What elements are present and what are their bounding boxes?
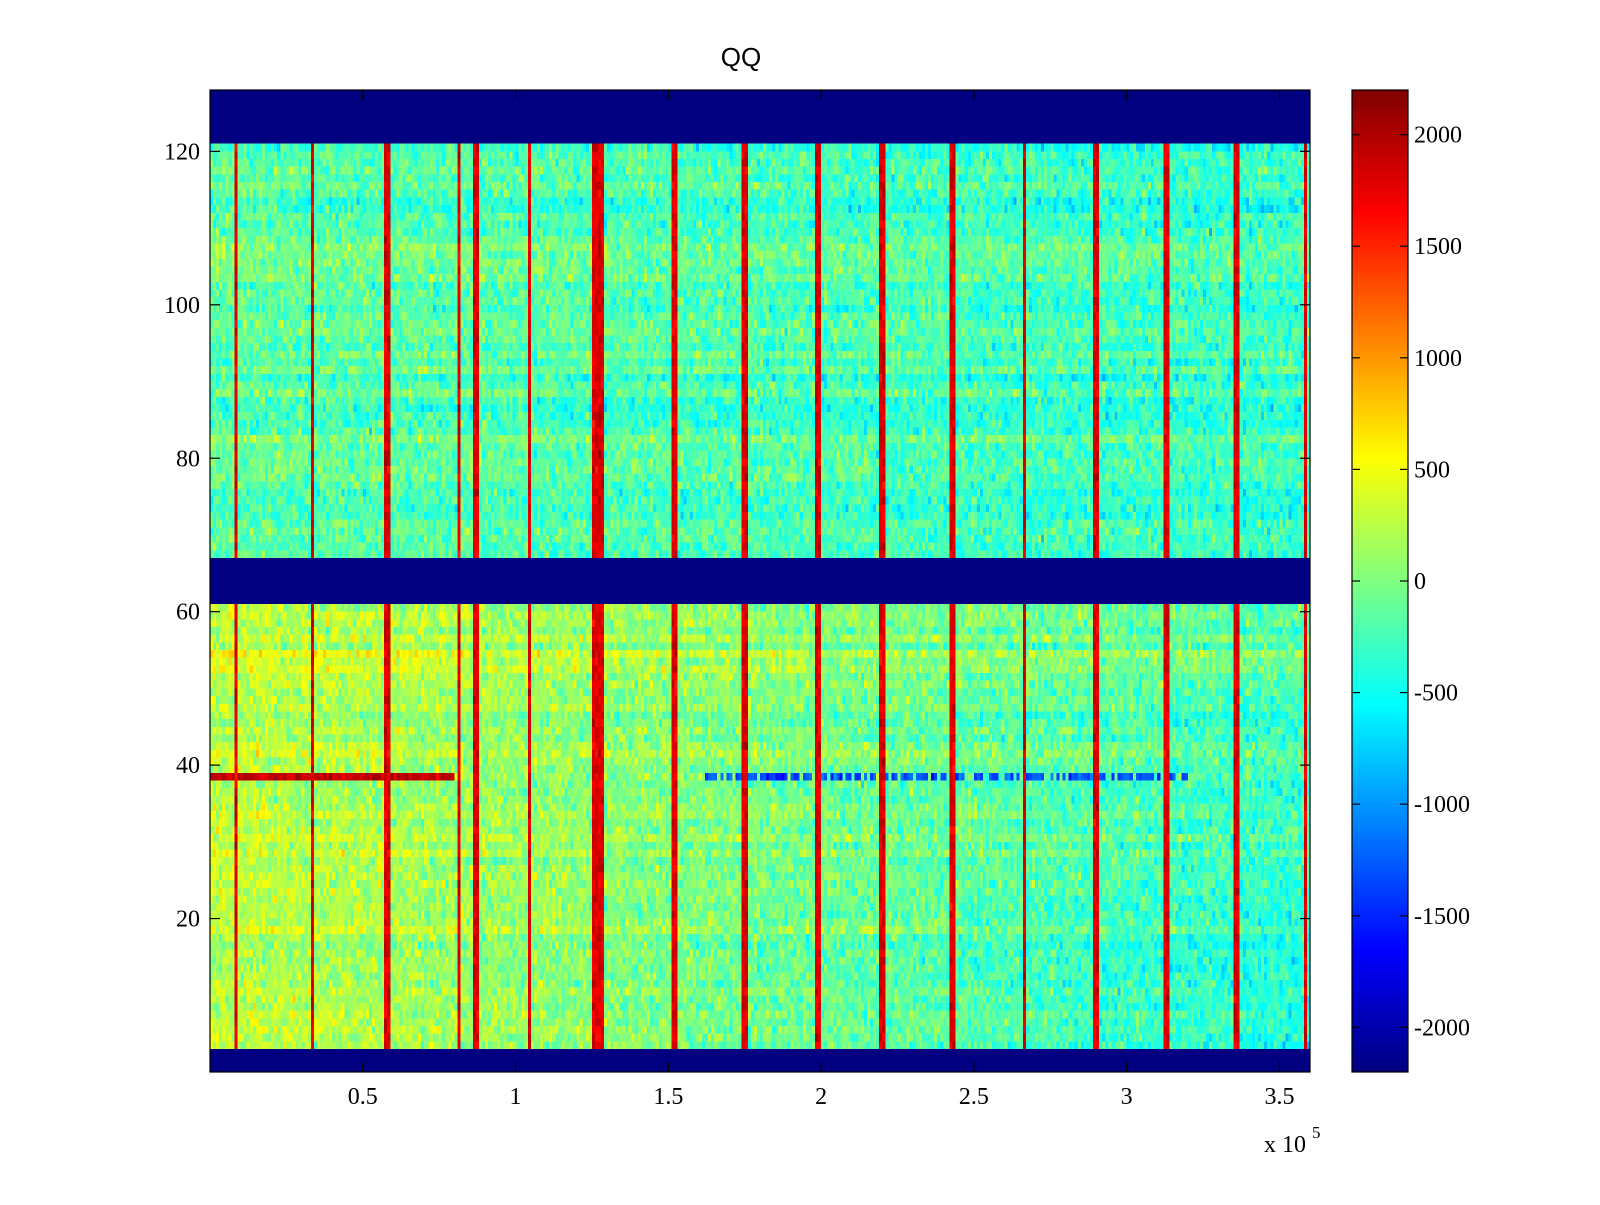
x-tick-label: 0.5	[348, 1084, 378, 1110]
heatmap-layer	[210, 90, 1310, 1072]
x-tick-label: 2.5	[959, 1084, 989, 1110]
heatmap-image	[210, 90, 1310, 1072]
colorbar-tick-label: 1500	[1414, 234, 1462, 260]
colorbar-tick-label: 1000	[1414, 346, 1462, 372]
x-tick-label: 2	[815, 1084, 827, 1110]
colorbar-tick-label: -1500	[1414, 904, 1470, 930]
colorbar	[1351, 89, 1409, 1073]
colorbar-tick-label: -1000	[1414, 792, 1470, 818]
x-tick-label: 1.5	[653, 1084, 683, 1110]
axes-layer: 0.5 1 1.5 2 2.5 3 3.5 x 10 5 20 40 60 80 100 120	[164, 89, 1321, 1158]
y-tick-label: 60	[176, 600, 200, 626]
x-multiplier-exponent: 5	[1312, 1123, 1321, 1142]
colorbar-tick-label: -2000	[1414, 1015, 1470, 1041]
x-tick-label: 3	[1121, 1084, 1133, 1110]
y-tick-label: 40	[176, 753, 200, 779]
x-tick-label: 3.5	[1264, 1084, 1294, 1110]
y-tick-label: 100	[164, 293, 200, 319]
y-tick-label: 80	[176, 446, 200, 472]
colorbar-tick-label: 2000	[1414, 123, 1462, 149]
colorbar-tick-label: -500	[1414, 681, 1458, 707]
x-tick-label: 1	[510, 1084, 522, 1110]
chart-title: QQ	[721, 42, 761, 72]
x-multiplier-label: x 10	[1264, 1132, 1306, 1158]
plot-frame	[209, 89, 1311, 1073]
colorbar-tick-label: 0	[1414, 569, 1426, 595]
colorbar-tick-label: 500	[1414, 457, 1450, 483]
y-tick-label: 20	[176, 907, 200, 933]
colorbar-layer: 2000 1500 1000 500 0 -500 -1000 -1500 -2000	[1351, 89, 1470, 1073]
y-tick-label: 120	[164, 139, 200, 165]
